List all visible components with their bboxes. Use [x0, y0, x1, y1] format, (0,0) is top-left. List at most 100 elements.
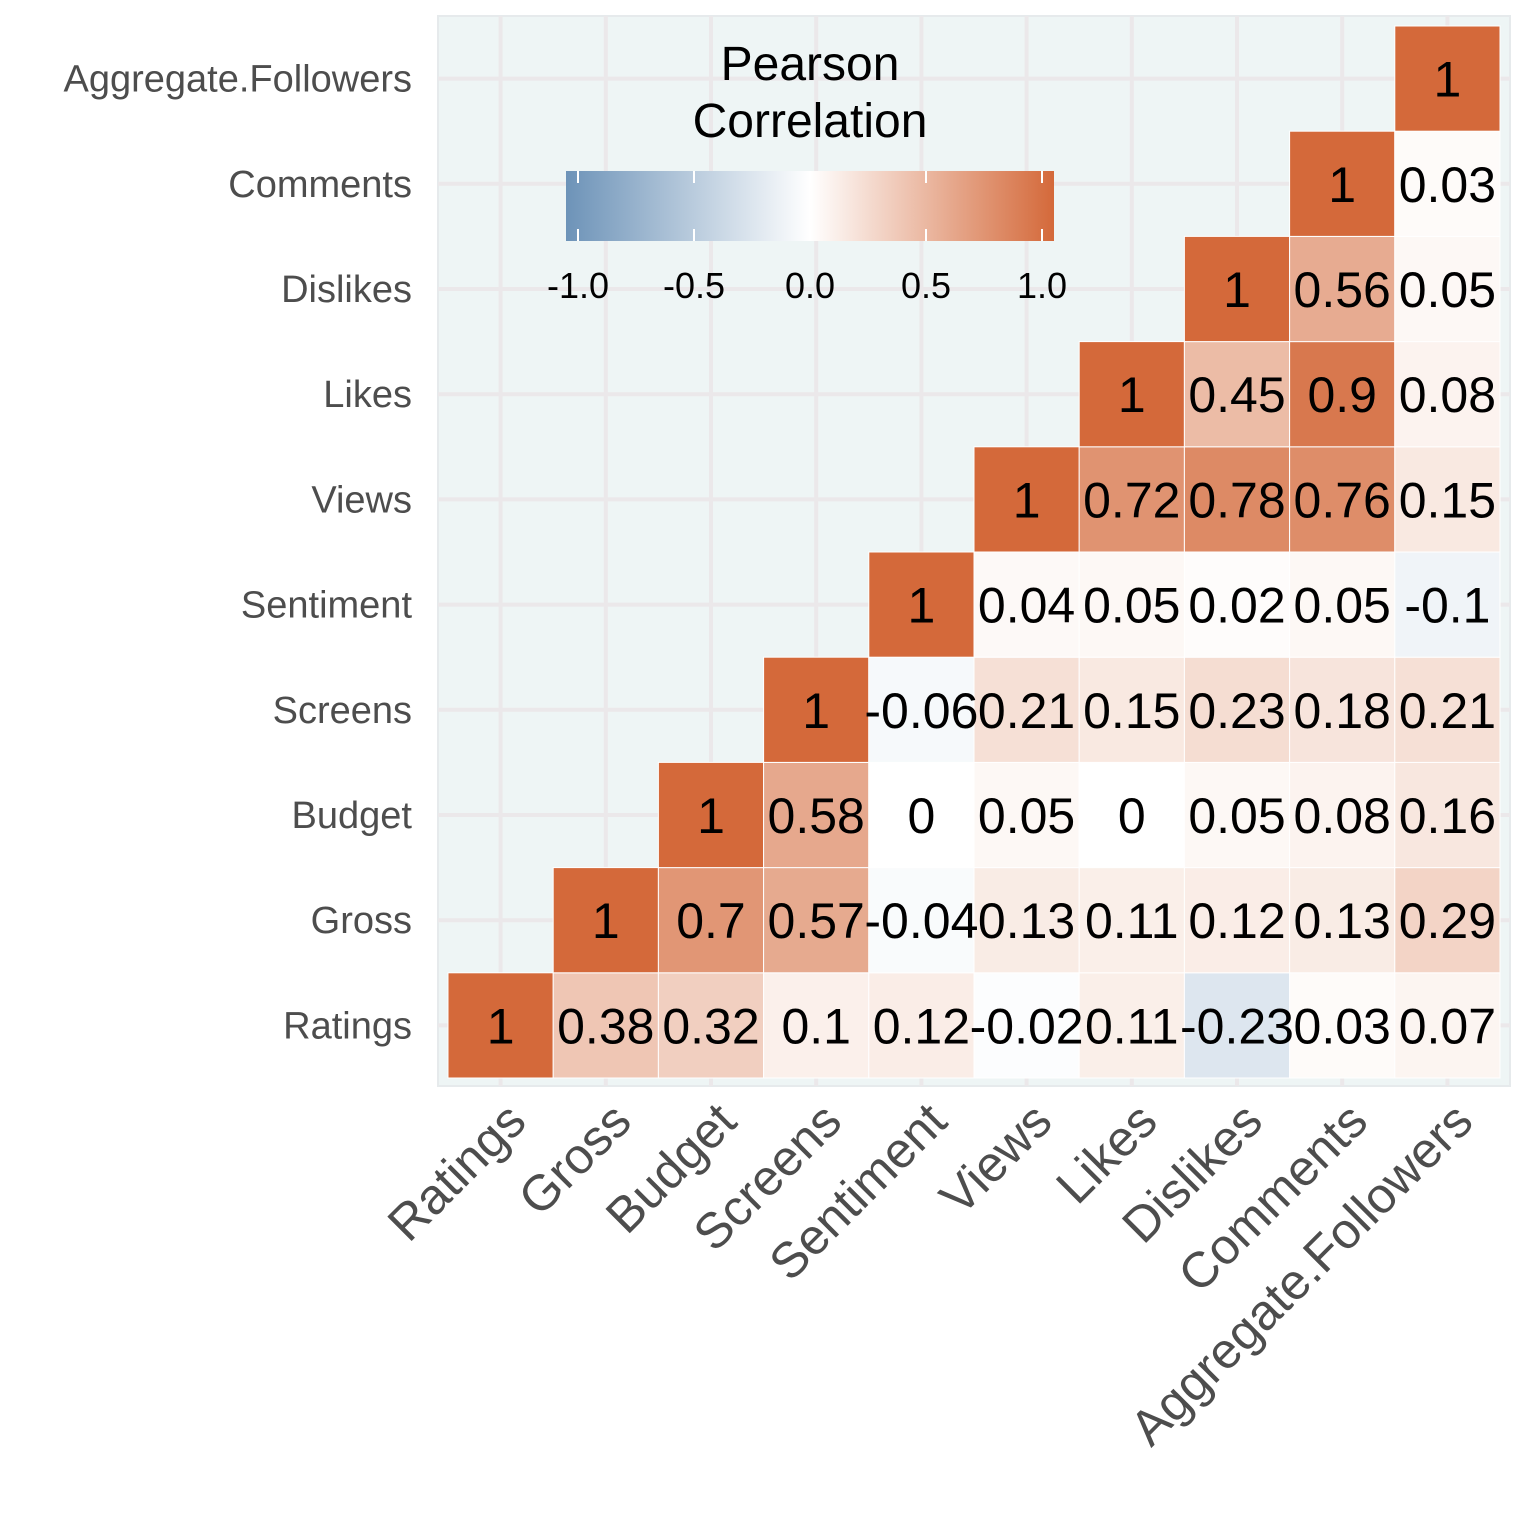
cell-budget-budget — [657, 761, 765, 869]
value-label-likes-gross: 0.11 — [1085, 893, 1179, 949]
value-label-gross-gross: 1 — [592, 893, 620, 949]
legend-tick-label-4: 1.0 — [1017, 265, 1067, 306]
x-tick-label-ratings: Ratings — [377, 1092, 536, 1251]
cell-comments-views — [1289, 446, 1396, 553]
legend-title-line-1: Pearson — [721, 38, 900, 91]
y-tick-label-ratings: Ratings — [283, 1005, 412, 1047]
cell-screens-budget — [763, 761, 870, 869]
cell-budget-gross — [657, 867, 765, 974]
cell-sentiment-ratings — [868, 972, 975, 1079]
cell-comments-sentiment — [1289, 551, 1396, 658]
value-label-sentiment-screens: -0.06 — [864, 683, 978, 739]
legend-ticks: -1.0 -0.5 0.0 0.5 1.0 — [547, 171, 1067, 306]
value-label-dislikes-budget: 0.05 — [1188, 788, 1285, 844]
value-label-aggregate-followers-comments: 0.03 — [1399, 157, 1496, 213]
cell-gross-gross — [552, 867, 659, 974]
y-tick-label-views: Views — [311, 479, 412, 521]
value-label-dislikes-sentiment: 0.02 — [1188, 578, 1285, 634]
cell-dislikes-views — [1183, 446, 1291, 553]
value-label-budget-budget: 1 — [697, 788, 725, 844]
cell-aggregate-followers-gross — [1394, 867, 1501, 974]
y-tick-label-budget: Budget — [292, 795, 413, 837]
cell-aggregate-followers-aggregate-followers — [1394, 25, 1501, 132]
legend-title-line-2: Correlation — [693, 95, 928, 148]
value-label-sentiment-gross: -0.04 — [864, 893, 978, 949]
value-label-comments-likes: 0.9 — [1307, 367, 1377, 423]
value-label-comments-dislikes: 0.56 — [1294, 262, 1391, 318]
value-label-aggregate-followers-ratings: 0.07 — [1399, 998, 1496, 1054]
value-label-likes-screens: 0.15 — [1083, 683, 1180, 739]
cell-likes-likes — [1078, 341, 1185, 448]
cell-views-views — [973, 446, 1080, 553]
y-tick-label-dislikes: Dislikes — [281, 269, 412, 311]
value-label-comments-gross: 0.13 — [1294, 893, 1391, 949]
cell-dislikes-screens — [1183, 656, 1291, 763]
cell-sentiment-screens — [868, 656, 975, 763]
value-label-dislikes-likes: 0.45 — [1188, 367, 1285, 423]
cell-gross-ratings — [552, 972, 659, 1079]
x-tick-label-views: Views — [929, 1092, 1062, 1225]
cell-comments-ratings — [1289, 972, 1396, 1079]
cell-aggregate-followers-likes — [1394, 341, 1501, 448]
cell-aggregate-followers-ratings — [1394, 972, 1501, 1079]
value-label-sentiment-budget: 0 — [907, 788, 935, 844]
value-label-aggregate-followers-screens: 0.21 — [1399, 683, 1496, 739]
value-label-views-screens: 0.21 — [978, 683, 1075, 739]
cell-comments-likes — [1289, 341, 1396, 448]
cell-dislikes-dislikes — [1183, 235, 1291, 343]
cell-views-gross — [973, 867, 1080, 974]
y-tick-label-comments: Comments — [228, 164, 412, 206]
value-label-aggregate-followers-views: 0.15 — [1399, 472, 1496, 528]
cell-likes-views — [1078, 446, 1185, 553]
cell-views-screens — [973, 656, 1080, 763]
legend-tick-label-0: -1.0 — [547, 265, 609, 306]
cell-screens-screens — [763, 656, 870, 763]
cell-aggregate-followers-dislikes — [1394, 235, 1501, 343]
legend-tick-label-3: 0.5 — [901, 265, 951, 306]
legend-tick-label-2: 0.0 — [785, 265, 835, 306]
y-tick-label-sentiment: Sentiment — [241, 585, 413, 627]
cell-sentiment-gross — [868, 867, 975, 974]
value-label-aggregate-followers-budget: 0.16 — [1399, 788, 1496, 844]
value-label-aggregate-followers-aggregate-followers: 1 — [1433, 52, 1461, 108]
cell-aggregate-followers-screens — [1394, 656, 1501, 763]
cell-comments-budget — [1289, 761, 1396, 869]
value-label-budget-ratings: 0.32 — [662, 998, 759, 1054]
cell-comments-screens — [1289, 656, 1396, 763]
y-tick-label-likes: Likes — [323, 374, 412, 416]
y-tick-label-aggregate-followers: Aggregate.Followers — [63, 59, 412, 101]
value-label-sentiment-ratings: 0.12 — [873, 998, 970, 1054]
value-label-dislikes-dislikes: 1 — [1223, 262, 1251, 318]
value-label-aggregate-followers-gross: 0.29 — [1399, 893, 1496, 949]
value-label-likes-budget: 0 — [1118, 788, 1146, 844]
value-label-screens-gross: 0.57 — [768, 893, 865, 949]
value-label-likes-ratings: 0.11 — [1085, 998, 1179, 1054]
value-label-ratings-ratings: 1 — [487, 998, 515, 1054]
value-label-dislikes-views: 0.78 — [1188, 472, 1285, 528]
value-label-dislikes-screens: 0.23 — [1188, 683, 1285, 739]
cell-aggregate-followers-sentiment — [1394, 551, 1501, 658]
value-label-screens-screens: 1 — [802, 683, 830, 739]
cell-likes-ratings — [1078, 972, 1185, 1079]
cell-likes-screens — [1078, 656, 1185, 763]
value-label-views-gross: 0.13 — [978, 893, 1075, 949]
value-label-views-budget: 0.05 — [978, 788, 1075, 844]
cell-likes-sentiment — [1078, 551, 1185, 658]
cell-likes-gross — [1078, 867, 1185, 974]
cell-ratings-ratings — [447, 972, 554, 1079]
value-label-aggregate-followers-likes: 0.08 — [1399, 367, 1496, 423]
value-label-comments-ratings: 0.03 — [1294, 998, 1391, 1054]
x-axis-tick-labels: RatingsGrossBudgetScreensSentimentViewsL… — [377, 1092, 1483, 1456]
y-axis-tick-labels: Ratings Gross Budget Screens Sentiment Views L… — [63, 59, 412, 1048]
cell-sentiment-sentiment — [868, 551, 975, 658]
cell-dislikes-budget — [1183, 761, 1291, 869]
value-label-likes-sentiment: 0.05 — [1083, 578, 1180, 634]
cell-dislikes-gross — [1183, 867, 1291, 974]
value-label-comments-views: 0.76 — [1294, 472, 1391, 528]
cell-aggregate-followers-comments — [1394, 130, 1501, 237]
value-label-views-views: 1 — [1013, 472, 1041, 528]
value-label-comments-sentiment: 0.05 — [1294, 578, 1391, 634]
cell-comments-gross — [1289, 867, 1396, 974]
value-label-sentiment-sentiment: 1 — [907, 578, 935, 634]
